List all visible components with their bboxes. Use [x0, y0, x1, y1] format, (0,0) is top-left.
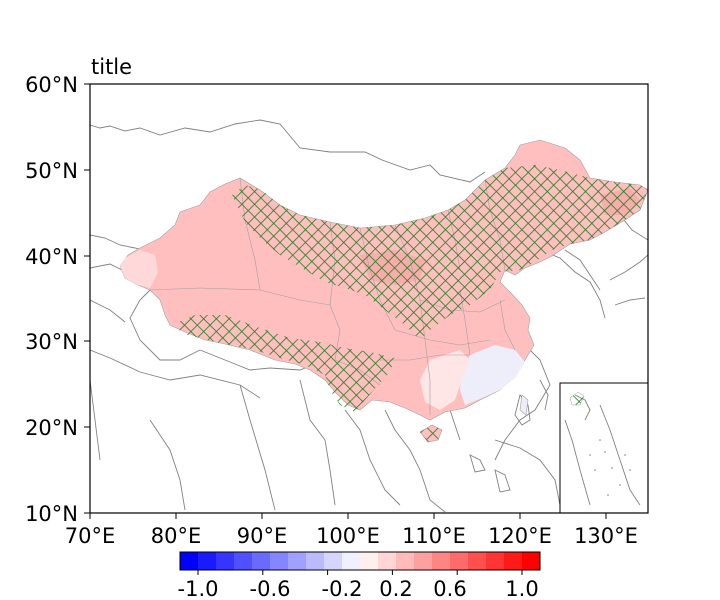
- colorbar-cell: [468, 552, 487, 570]
- colorbar-cell: [216, 552, 235, 570]
- colorbar-cell: [180, 552, 199, 570]
- colorbar-ticks: [197, 570, 523, 575]
- colorbar-tick-label: -0.6: [250, 577, 291, 600]
- lon-tick-label: 80°E: [151, 524, 202, 548]
- colorbar-cell: [522, 552, 541, 570]
- light-west-patch: [120, 250, 158, 288]
- colorbar-cell: [486, 552, 505, 570]
- colorbar-cell: [252, 552, 271, 570]
- colorbar-cells: [180, 552, 541, 570]
- colorbar-cell: [504, 552, 523, 570]
- colorbar-cell: [270, 552, 289, 570]
- lon-tick-label: 100°E: [316, 524, 380, 548]
- colorbar-cell: [306, 552, 325, 570]
- colorbar-cell: [396, 552, 415, 570]
- colorbar-cell: [450, 552, 469, 570]
- colorbar-tick-label: 0.2: [379, 577, 412, 600]
- colorbar-frame: [179, 551, 541, 571]
- colorbar-cell: [342, 552, 361, 570]
- colorbar: -1.0 -0.6 -0.2 0.2 0.6 1.0: [178, 551, 541, 600]
- hatch-region-hainan: [420, 425, 442, 442]
- colorbar-cell: [360, 552, 379, 570]
- lat-tick-label: 50°N: [25, 159, 78, 183]
- colorbar-cell: [414, 552, 433, 570]
- lon-tick-label: 130°E: [574, 524, 638, 548]
- hatch-region-south: [178, 315, 395, 412]
- lat-tick-label: 30°N: [25, 330, 78, 354]
- colorbar-cell: [378, 552, 397, 570]
- colorbar-cell: [324, 552, 343, 570]
- colorbar-cell: [198, 552, 217, 570]
- lon-tick-label: 120°E: [488, 524, 552, 548]
- lon-tick-label: 110°E: [402, 524, 466, 548]
- colorbar-tick-label: 0.6: [433, 577, 466, 600]
- hatch-region-north: [232, 165, 648, 340]
- light-south-patch: [420, 350, 470, 410]
- lat-tick-label: 40°N: [25, 245, 78, 269]
- colorbar-tick-label: 1.0: [505, 577, 538, 600]
- colorbar-tick-label: -1.0: [178, 577, 219, 600]
- map-content: [90, 119, 648, 513]
- bluish-coast-patch: [460, 345, 525, 405]
- south-china-sea-inset: [559, 382, 648, 513]
- map-title: title: [91, 55, 132, 79]
- colorbar-cell: [234, 552, 253, 570]
- colorbar-tick-label: -0.2: [322, 577, 363, 600]
- taiwan-island: [519, 394, 529, 416]
- lat-tick-label: 20°N: [25, 416, 78, 440]
- colorbar-cell: [432, 552, 451, 570]
- lon-tick-label: 90°E: [237, 524, 288, 548]
- lat-tick-label: 60°N: [25, 73, 78, 97]
- map-frame: [89, 83, 649, 514]
- lat-axis: 60°N 50°N 40°N 30°N 20°N 10°N: [25, 73, 90, 526]
- colorbar-cell: [288, 552, 307, 570]
- lon-axis: 70°E 80°E 90°E 100°E 110°E 120°E 130°E: [65, 513, 638, 548]
- lat-tick-label: 10°N: [25, 502, 78, 526]
- lon-tick-label: 70°E: [65, 524, 116, 548]
